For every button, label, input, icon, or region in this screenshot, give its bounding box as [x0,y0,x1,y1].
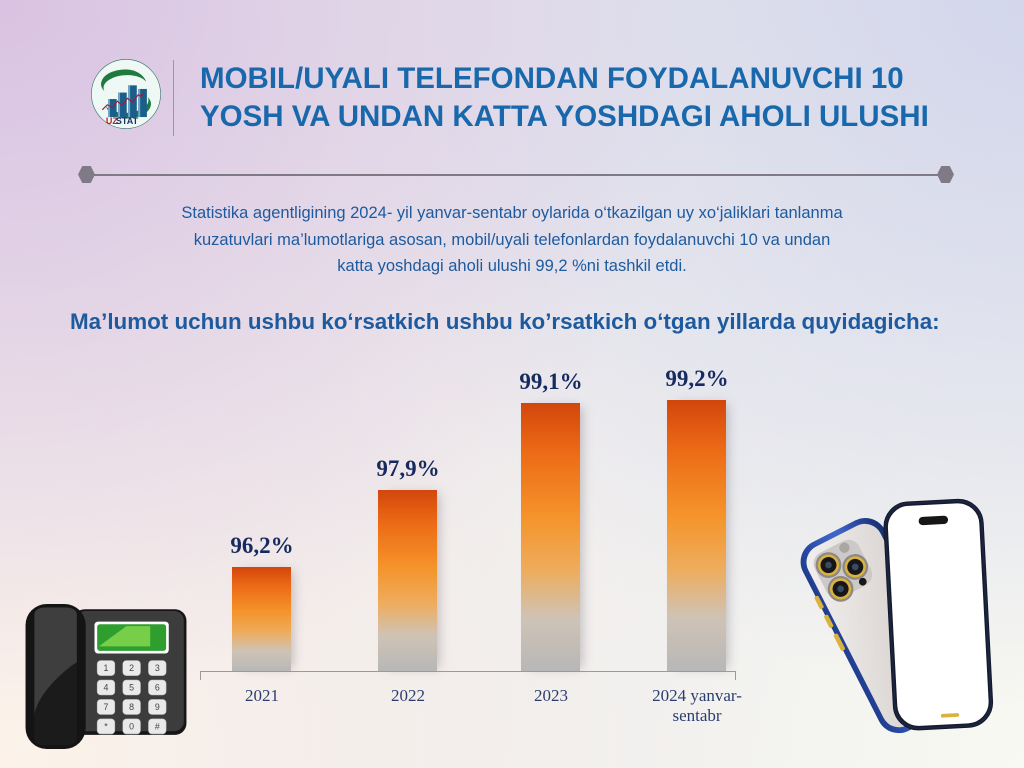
svg-text:2: 2 [129,663,134,673]
svg-text:6: 6 [155,683,160,693]
svg-text:*: * [104,722,108,732]
svg-text:3: 3 [155,663,160,673]
svg-text:1: 1 [104,663,109,673]
svg-text:9: 9 [155,702,160,712]
svg-text:STAT: STAT [116,116,139,126]
svg-text:5: 5 [129,683,134,693]
svg-text:0: 0 [129,722,134,732]
svg-text:7: 7 [104,702,109,712]
svg-text:#: # [155,722,160,732]
svg-text:4: 4 [104,683,109,693]
svg-text:8: 8 [129,702,134,712]
